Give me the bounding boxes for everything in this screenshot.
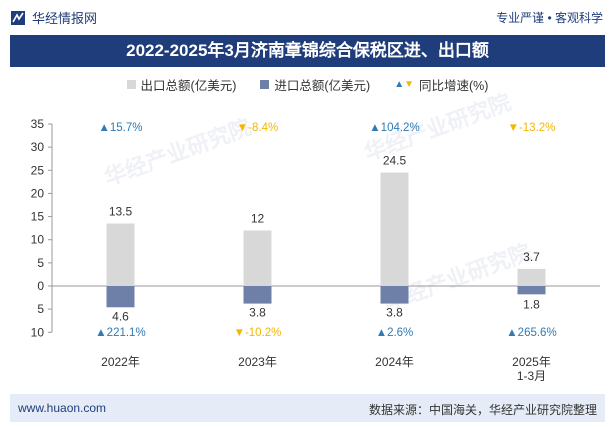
- import-value-label: 3.8: [386, 306, 403, 320]
- import-growth-label: ▲221.1%: [95, 327, 145, 339]
- export-bar: [517, 268, 546, 286]
- import-growth-label: ▼-10.2%: [234, 327, 282, 339]
- y-tick-label: 5: [37, 302, 44, 316]
- footer-source: 数据来源：中国海关，华经产业研究院整理: [368, 403, 597, 417]
- y-tick-label: 15: [31, 210, 45, 224]
- x-category-label: 2023年: [238, 355, 277, 369]
- legend-growth-label: 同比增速(%): [419, 79, 489, 93]
- export-value-label: 12: [251, 211, 265, 225]
- slogan: 专业严谨 • 客观科学: [496, 11, 603, 25]
- y-tick-label: 25: [31, 163, 45, 177]
- x-category-label: 2022年: [101, 355, 140, 369]
- legend-import-label: 进口总额(亿美元): [274, 79, 371, 93]
- legend-export: 出口总额(亿美元): [126, 75, 237, 94]
- legend-import: 进口总额(亿美元): [260, 75, 370, 94]
- import-value-label: 4.6: [112, 309, 129, 323]
- export-value-label: 13.5: [109, 205, 133, 219]
- chart-canvas: 35 30 25 20 15 10 5 0 5 10 13.5 4.6 ▲15.7% ▲221.1% 202…: [31, 117, 600, 383]
- legend: 出口总额(亿美元) 进口总额(亿美元) ▲▼ 同比增速(%): [0, 75, 615, 94]
- brand: 华经情报网: [10, 8, 97, 27]
- import-value-label: 1.8: [523, 297, 540, 311]
- export-growth-label: ▲15.7%: [99, 122, 143, 134]
- y-tick-label: 10: [31, 325, 45, 339]
- top-bar: 华经情报网 专业严谨 • 客观科学: [0, 0, 615, 34]
- footer: www.huaon.com 数据来源：中国海关，华经产业研究院整理: [10, 394, 605, 422]
- import-bar: [517, 286, 546, 295]
- x-category-label: 2024年: [375, 355, 414, 369]
- brand-name: 华经情报网: [32, 11, 98, 26]
- x-category-label: 1-3月: [517, 369, 546, 383]
- export-growth-label: ▼-13.2%: [508, 122, 556, 134]
- legend-export-swatch: [126, 80, 136, 89]
- y-tick-label: 0: [37, 279, 44, 293]
- export-bar: [243, 230, 272, 286]
- footer-website[interactable]: www.huaon.com: [18, 401, 107, 415]
- import-bar: [380, 286, 409, 304]
- export-bar: [380, 172, 409, 286]
- import-bar: [243, 286, 272, 304]
- y-tick-label: 5: [37, 256, 44, 270]
- legend-growth-icon: ▲▼: [394, 79, 414, 90]
- export-value-label: 24.5: [383, 154, 407, 168]
- y-tick-label: 30: [31, 140, 45, 154]
- chart-title: 2022-2025年3月济南章锦综合保税区进、出口额: [10, 35, 605, 67]
- import-value-label: 3.8: [249, 306, 266, 320]
- legend-import-swatch: [260, 80, 270, 89]
- legend-export-label: 出口总额(亿美元): [140, 79, 237, 93]
- y-tick-label: 10: [31, 233, 45, 247]
- export-value-label: 3.7: [523, 250, 540, 264]
- legend-growth: ▲▼ 同比增速(%): [394, 75, 488, 94]
- import-bar: [106, 286, 135, 308]
- y-tick-label: 35: [31, 117, 45, 131]
- brand-logo-icon: [11, 10, 25, 25]
- import-growth-label: ▲2.6%: [376, 327, 414, 339]
- x-category-label: 2025年: [512, 355, 551, 369]
- y-tick-label: 20: [31, 186, 45, 200]
- export-growth-label: ▲104.2%: [369, 122, 419, 134]
- import-growth-label: ▲265.6%: [506, 327, 556, 339]
- export-growth-label: ▼-8.4%: [237, 122, 278, 134]
- export-bar: [106, 223, 135, 286]
